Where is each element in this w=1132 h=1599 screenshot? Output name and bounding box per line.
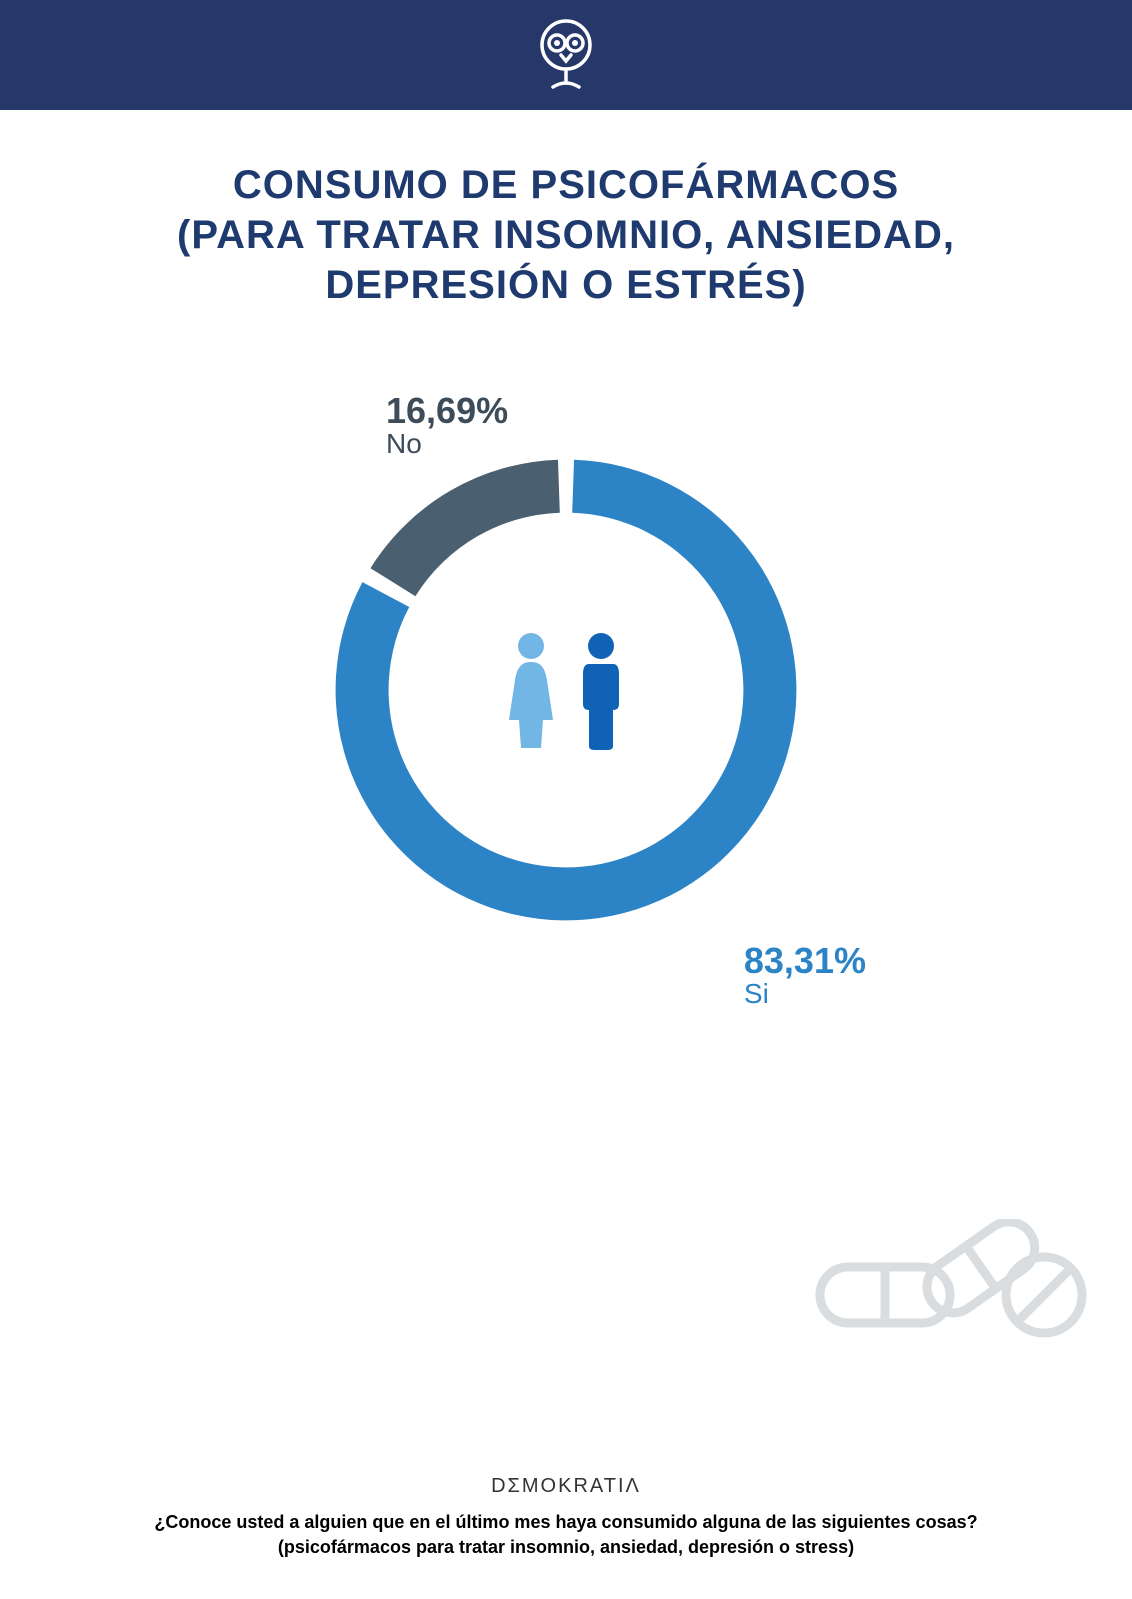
header-bar	[0, 0, 1132, 110]
page-title: CONSUMO DE PSICOFÁRMACOS (PARA TRATAR IN…	[0, 160, 1132, 310]
footer-q-line2: (psicofármacos para tratar insomnio, ans…	[278, 1537, 854, 1557]
title-line-2: (PARA TRATAR INSOMNIO, ANSIEDAD,	[177, 213, 955, 257]
label-no: 16,69% No	[386, 390, 508, 460]
footer-question: ¿Conoce usted a alguien que en el último…	[60, 1510, 1072, 1559]
title-line-3: DEPRESIÓN O ESTRÉS)	[325, 263, 806, 307]
owl-logo-icon	[531, 15, 601, 95]
male-icon	[573, 630, 629, 750]
label-si-txt: Si	[744, 978, 866, 1010]
label-no-txt: No	[386, 428, 508, 460]
label-no-pct: 16,69%	[386, 390, 508, 432]
donut-slice-no	[370, 460, 559, 596]
title-line-1: CONSUMO DE PSICOFÁRMACOS	[233, 163, 899, 207]
footer-q-line1: ¿Conoce usted a alguien que en el último…	[154, 1512, 977, 1532]
donut-chart: 16,69% No 83,31% Si	[326, 450, 806, 930]
center-people-icons	[503, 630, 629, 750]
label-si: 83,31% Si	[744, 940, 866, 1010]
female-icon	[503, 630, 559, 750]
footer-brand: DΣMOKRATIΛ	[60, 1475, 1072, 1498]
label-si-pct: 83,31%	[744, 940, 866, 982]
pills-decoration-icon	[812, 1219, 1092, 1339]
footer: DΣMOKRATIΛ ¿Conoce usted a alguien que e…	[0, 1475, 1132, 1559]
